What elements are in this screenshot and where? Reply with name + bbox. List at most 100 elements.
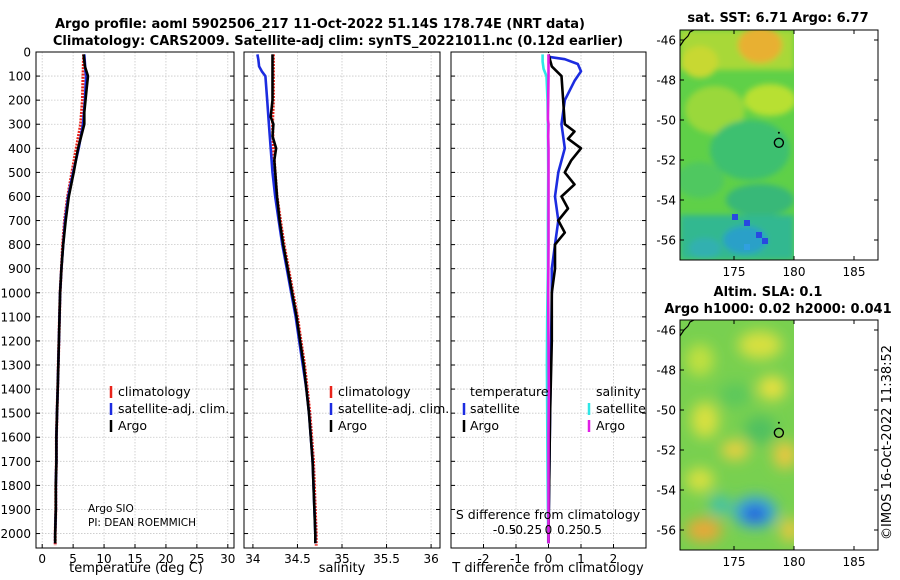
depth-tick-label: 0 [23,46,31,60]
argo-position-dot [777,421,780,424]
pi-label: PI: DEAN ROEMMICH [88,517,196,529]
s-difference-tick-label: 0 [545,523,553,537]
depth-tick-label: 1200 [0,334,31,348]
map-y-tick-label: -52 [656,154,676,168]
x-tick-label: 5 [69,552,77,566]
map-x-tick-label: 175 [723,265,746,279]
x-tick-label: 34.5 [284,552,311,566]
x-tick-label: -2 [478,552,490,566]
temperature-axis-label: temperature (deg C) [69,561,203,576]
sst-map-title: sat. SST: 6.71 Argo: 6.77 [687,11,868,26]
map-y-tick-label: -48 [656,364,676,378]
depth-tick-label: 100 [8,70,31,84]
depth-tick-label: 700 [8,214,31,228]
salinity-panel: 34 34.5 35 35.5 36 [243,51,441,566]
x-tick-label: 36 [423,552,438,566]
map-x-tick-label: 175 [723,555,746,569]
map-x-tick-label: 180 [783,555,806,569]
depth-tick-label: 1400 [0,383,31,397]
s-difference-tick-label: -0.25 [511,523,542,537]
legend-label-climatology: climatology [338,384,411,399]
depth-tick-label: 1700 [0,455,31,469]
plot-area [36,52,234,548]
x-tick-label: 20 [158,552,173,566]
argo-center-label: Argo SIO [88,503,134,515]
coastline [679,319,695,337]
series-argo [53,54,90,544]
legend-label-s-satellite: satellite [596,401,646,416]
s-difference-label: S difference from climatology [456,507,641,522]
map-y-tick-label: -50 [656,114,676,128]
map-y-tick-label: -54 [656,484,676,498]
series-t-argo [547,54,583,544]
map-y-tick-label: -50 [656,404,676,418]
x-tick-label: 35.5 [373,552,400,566]
legend-label-t-argo: Argo [470,418,499,433]
title-line-1: Argo profile: aoml 5902506_217 11-Oct-20… [55,17,585,32]
series-argo [269,54,317,544]
depth-tick-label: 1300 [0,359,31,373]
title-line-2: Climatology: CARS2009. Satellite-adj cli… [53,34,623,49]
map-y-tick-label: -56 [656,524,676,538]
sla-map: 175 180 185 -46 -48 -50 -52 -54 -56 [656,319,879,569]
plot-frame [35,51,235,549]
depth-tick-label: 1000 [0,286,31,300]
x-tick-label: 0 [38,552,46,566]
sst-map-frame [679,29,879,261]
x-tick-label: 0 [545,552,553,566]
difference-legend: temperature salinity satellite Argo sate… [462,384,646,433]
map-y-tick-label: -54 [656,194,676,208]
temperature-legend: climatology satellite-adj. clim. Argo [109,384,229,433]
depth-tick-label: 1100 [0,310,31,324]
x-tick-label: 15 [127,552,142,566]
depth-tick-label: 400 [8,142,31,156]
depth-tick-label: 2000 [0,527,31,541]
legend-label-argo: Argo [338,418,367,433]
depth-tick-label: 900 [8,262,31,276]
argo-position-marker [773,427,785,438]
x-tick-label: 25 [189,552,204,566]
legend-label-s-argo: Argo [596,418,625,433]
depth-tick-label: 1500 [0,407,31,421]
sst-heatmap-image [680,30,794,260]
depth-tick-label: 1600 [0,431,31,445]
salinity-legend: climatology satellite-adj. clim. Argo [329,384,449,433]
x-tick-label: 10 [96,552,111,566]
argo-position-marker [773,137,785,149]
legend-label-argo: Argo [118,418,147,433]
legend-title-salinity: salinity [596,384,641,399]
sla-map-frame [679,319,879,551]
coastline [679,29,695,47]
x-tick-label: 30 [220,552,235,566]
depth-axis: 0 100 200 300 400 500 600 700 800 900 1000 1100 1200… [0,46,31,542]
map-y-tick-label: -56 [656,234,676,248]
depth-tick-label: 600 [8,190,31,204]
plot-frame [450,51,647,549]
depth-tick-label: 200 [8,94,31,108]
difference-panel: -2 -1 0 1 2 [450,51,647,566]
legend-label-satellite: satellite-adj. clim. [118,401,229,416]
legend-label-satellite: satellite-adj. clim. [338,401,449,416]
map-y-tick-label: -52 [656,444,676,458]
x-tick-label: 2 [610,552,618,566]
plot-area [244,52,440,548]
t-difference-axis-label: T difference from climatology [451,561,644,576]
s-difference-tick-label: 0.25 [557,523,584,537]
map-x-tick-label: 185 [843,265,866,279]
x-tick-label: 34 [245,552,260,566]
sst-map: 175 180 185 -46 -48 -50 -52 -54 -56 [656,29,879,279]
depth-tick-label: 1900 [0,503,31,517]
legend-title-temperature: temperature [470,384,549,399]
sla-map-title-1: Altim. SLA: 0.1 [714,285,823,300]
plot-frame [243,51,441,549]
depth-tick-label: 1800 [0,479,31,493]
map-x-tick-label: 185 [843,555,866,569]
s-difference-ticks: -0.5-0.25 0 0.25 0.5 [493,523,602,537]
legend-label-t-satellite: satellite [470,401,520,416]
sla-map-title-2: Argo h1000: 0.02 h2000: 0.041 [664,302,891,317]
s-difference-tick-label: 0.5 [583,523,602,537]
x-tick-label: -1 [510,552,522,566]
map-y-tick-label: -46 [656,34,676,48]
salinity-axis-label: salinity [319,561,366,576]
